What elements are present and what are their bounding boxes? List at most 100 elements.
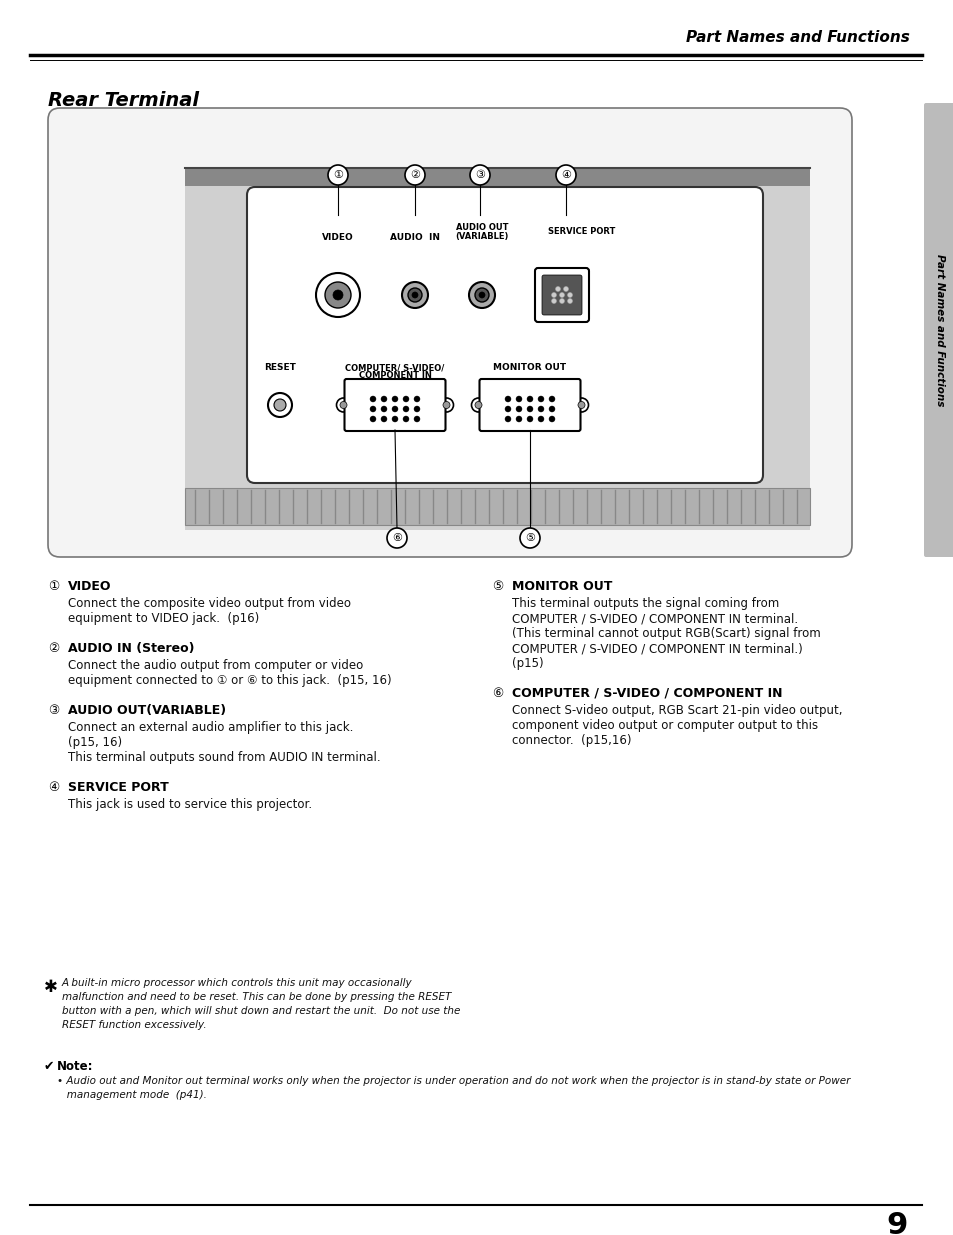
Circle shape bbox=[325, 282, 351, 308]
Text: RESET: RESET bbox=[264, 363, 295, 373]
Circle shape bbox=[537, 416, 543, 422]
Text: Part Names and Functions: Part Names and Functions bbox=[934, 254, 944, 406]
Text: AUDIO OUT(VARIABLE): AUDIO OUT(VARIABLE) bbox=[68, 704, 226, 718]
Circle shape bbox=[548, 396, 555, 403]
Circle shape bbox=[516, 396, 521, 403]
Circle shape bbox=[537, 396, 543, 403]
Text: equipment connected to ① or ⑥ to this jack.  (p15, 16): equipment connected to ① or ⑥ to this ja… bbox=[68, 674, 392, 687]
Text: ⑥: ⑥ bbox=[492, 687, 503, 700]
Circle shape bbox=[328, 165, 348, 185]
Text: ✱: ✱ bbox=[44, 978, 58, 995]
Text: SERVICE PORT: SERVICE PORT bbox=[548, 227, 615, 236]
Circle shape bbox=[414, 416, 419, 422]
Circle shape bbox=[567, 293, 572, 298]
Circle shape bbox=[402, 396, 409, 403]
Bar bbox=[185, 168, 809, 186]
Circle shape bbox=[548, 416, 555, 422]
Text: ④: ④ bbox=[560, 170, 571, 180]
Text: (p15, 16): (p15, 16) bbox=[68, 736, 122, 748]
Circle shape bbox=[442, 401, 450, 409]
Circle shape bbox=[408, 288, 421, 303]
Text: ⑤: ⑤ bbox=[524, 534, 535, 543]
Circle shape bbox=[469, 282, 495, 308]
Text: 9: 9 bbox=[885, 1210, 907, 1235]
Circle shape bbox=[478, 291, 484, 298]
Circle shape bbox=[274, 399, 286, 411]
Text: equipment to VIDEO jack.  (p16): equipment to VIDEO jack. (p16) bbox=[68, 613, 259, 625]
Circle shape bbox=[401, 282, 428, 308]
Circle shape bbox=[392, 416, 397, 422]
Text: COMPUTER / S-VIDEO / COMPONENT IN: COMPUTER / S-VIDEO / COMPONENT IN bbox=[512, 687, 781, 700]
Circle shape bbox=[526, 406, 533, 412]
Circle shape bbox=[516, 416, 521, 422]
Circle shape bbox=[563, 287, 568, 291]
Text: Part Names and Functions: Part Names and Functions bbox=[685, 31, 909, 46]
Circle shape bbox=[555, 287, 560, 291]
Text: (This terminal cannot output RGB(Scart) signal from: (This terminal cannot output RGB(Scart) … bbox=[512, 627, 820, 640]
Text: (VARIABLE): (VARIABLE) bbox=[455, 232, 508, 242]
Circle shape bbox=[402, 416, 409, 422]
Text: ②: ② bbox=[48, 642, 59, 655]
Text: MONITOR OUT: MONITOR OUT bbox=[493, 363, 566, 373]
Circle shape bbox=[519, 529, 539, 548]
Circle shape bbox=[526, 396, 533, 403]
Circle shape bbox=[537, 406, 543, 412]
Circle shape bbox=[504, 406, 511, 412]
Circle shape bbox=[336, 398, 350, 412]
Text: • Audio out and Monitor out terminal works only when the projector is under oper: • Audio out and Monitor out terminal wor… bbox=[57, 1076, 849, 1086]
Circle shape bbox=[526, 416, 533, 422]
Text: ⑤: ⑤ bbox=[492, 580, 503, 593]
FancyBboxPatch shape bbox=[344, 379, 445, 431]
Circle shape bbox=[574, 398, 588, 412]
Text: ③: ③ bbox=[475, 170, 484, 180]
Circle shape bbox=[412, 291, 417, 298]
Text: RESET function excessively.: RESET function excessively. bbox=[62, 1020, 207, 1030]
FancyBboxPatch shape bbox=[479, 379, 579, 431]
Text: ④: ④ bbox=[48, 781, 59, 794]
Text: AUDIO OUT: AUDIO OUT bbox=[456, 224, 508, 232]
FancyBboxPatch shape bbox=[535, 268, 588, 322]
Text: Connect the audio output from computer or video: Connect the audio output from computer o… bbox=[68, 659, 363, 672]
FancyBboxPatch shape bbox=[541, 275, 581, 315]
Circle shape bbox=[578, 401, 584, 409]
Text: This jack is used to service this projector.: This jack is used to service this projec… bbox=[68, 798, 312, 811]
Text: management mode  (p41).: management mode (p41). bbox=[57, 1091, 207, 1100]
Text: COMPONENT IN: COMPONENT IN bbox=[358, 372, 431, 380]
Circle shape bbox=[548, 406, 555, 412]
Circle shape bbox=[551, 299, 556, 304]
Text: COMPUTER / S-VIDEO / COMPONENT IN terminal.): COMPUTER / S-VIDEO / COMPONENT IN termin… bbox=[512, 642, 801, 655]
Text: ✔: ✔ bbox=[44, 1060, 54, 1073]
Circle shape bbox=[392, 396, 397, 403]
Circle shape bbox=[339, 401, 347, 409]
Bar bbox=[185, 168, 809, 530]
Circle shape bbox=[333, 290, 343, 300]
Circle shape bbox=[567, 299, 572, 304]
FancyBboxPatch shape bbox=[48, 107, 851, 557]
Circle shape bbox=[380, 396, 387, 403]
Circle shape bbox=[380, 416, 387, 422]
Text: ①: ① bbox=[48, 580, 59, 593]
Text: AUDIO IN (Stereo): AUDIO IN (Stereo) bbox=[68, 642, 194, 655]
Text: AUDIO  IN: AUDIO IN bbox=[390, 232, 439, 242]
Text: (p15): (p15) bbox=[512, 657, 543, 671]
Circle shape bbox=[470, 165, 490, 185]
Circle shape bbox=[504, 416, 511, 422]
Text: malfunction and need to be reset. This can be done by pressing the RESET: malfunction and need to be reset. This c… bbox=[62, 992, 451, 1002]
Circle shape bbox=[370, 406, 375, 412]
Circle shape bbox=[405, 165, 424, 185]
Circle shape bbox=[370, 396, 375, 403]
Text: ②: ② bbox=[410, 170, 419, 180]
Text: MONITOR OUT: MONITOR OUT bbox=[512, 580, 612, 593]
Circle shape bbox=[315, 273, 359, 317]
Text: Connect S-video output, RGB Scart 21-pin video output,: Connect S-video output, RGB Scart 21-pin… bbox=[512, 704, 841, 718]
Circle shape bbox=[392, 406, 397, 412]
Text: A built-in micro processor which controls this unit may occasionally: A built-in micro processor which control… bbox=[62, 978, 413, 988]
Text: connector.  (p15,16): connector. (p15,16) bbox=[512, 734, 631, 747]
Circle shape bbox=[516, 406, 521, 412]
FancyBboxPatch shape bbox=[923, 103, 953, 557]
Text: Rear Terminal: Rear Terminal bbox=[48, 90, 199, 110]
Circle shape bbox=[504, 396, 511, 403]
Circle shape bbox=[268, 393, 292, 417]
Text: VIDEO: VIDEO bbox=[68, 580, 112, 593]
Circle shape bbox=[387, 529, 407, 548]
